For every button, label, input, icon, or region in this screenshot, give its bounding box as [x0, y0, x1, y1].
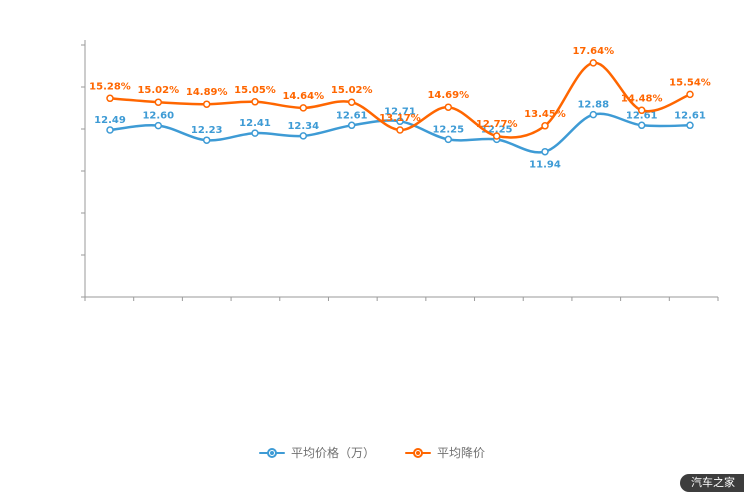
legend-label: 平均价格（万）	[290, 446, 375, 460]
data-point[interactable]	[154, 121, 163, 130]
legend-item-average-price[interactable]: 平均价格（万）	[258, 444, 375, 461]
autohome-watermark: 汽车之家	[680, 474, 744, 492]
data-label: 15.28%	[89, 81, 131, 92]
data-label: 15.02%	[331, 85, 373, 96]
data-point[interactable]	[396, 117, 404, 126]
data-point[interactable]	[299, 104, 308, 112]
line-circle-marker-icon	[258, 447, 285, 458]
data-label: 13.17%	[379, 113, 421, 124]
data-point[interactable]	[589, 110, 598, 119]
line-circle-marker-icon	[405, 447, 431, 458]
data-label: 12.60	[142, 111, 174, 122]
data-label: 12.25	[432, 124, 464, 135]
data-label: 12.61	[626, 110, 658, 121]
data-point[interactable]	[347, 121, 356, 130]
data-label: 15.54%	[669, 77, 711, 88]
watermark-text: 汽车之家	[691, 476, 735, 489]
data-point[interactable]	[347, 98, 356, 106]
data-point[interactable]	[444, 135, 453, 144]
data-point[interactable]	[686, 121, 694, 130]
data-label: 17.64%	[572, 46, 614, 57]
data-label: 12.49	[94, 115, 126, 126]
data-point[interactable]	[251, 98, 259, 106]
data-label: 12.23	[191, 125, 223, 136]
data-label: 12.71	[384, 106, 416, 117]
data-label: 12.61	[674, 110, 706, 121]
data-label: 14.89%	[186, 87, 228, 98]
data-point[interactable]	[202, 136, 211, 144]
data-point[interactable]	[541, 147, 549, 156]
data-point[interactable]	[106, 94, 114, 103]
data-label: 15.02%	[137, 85, 179, 96]
data-point[interactable]	[492, 132, 501, 140]
data-point[interactable]	[299, 132, 308, 140]
data-label: 11.94	[529, 160, 561, 171]
data-point[interactable]	[541, 122, 549, 130]
data-point[interactable]	[251, 129, 259, 137]
data-point[interactable]	[637, 121, 646, 130]
data-label: 15.05%	[234, 85, 276, 96]
data-point[interactable]	[106, 126, 114, 134]
legend-label: 平均降价	[437, 446, 486, 460]
data-label: 12.41	[239, 118, 271, 129]
data-point[interactable]	[686, 90, 694, 99]
data-point[interactable]	[637, 106, 646, 115]
data-label: 12.88	[577, 100, 609, 111]
data-label: 12.34	[287, 121, 319, 132]
data-label: 14.69%	[427, 90, 469, 101]
data-point[interactable]	[444, 103, 453, 111]
data-point[interactable]	[396, 126, 404, 134]
data-label: 13.45%	[524, 109, 566, 120]
data-point[interactable]	[589, 59, 598, 67]
data-label: 14.64%	[282, 91, 324, 102]
price-trend-chart: 12.49 12.60 12.23 12.41 12.34 12.61 12.71 12.25…	[81, 40, 719, 301]
data-point[interactable]	[202, 100, 211, 108]
legend-item-average-discount[interactable]: 平均降价	[405, 444, 485, 461]
data-label: 12.61	[336, 110, 368, 121]
data-label: 14.48%	[621, 93, 663, 104]
data-point[interactable]	[154, 98, 163, 106]
data-label: 12.77%	[476, 119, 518, 130]
data-label: 12.25	[481, 124, 513, 135]
chart-legend: 平均价格（万） 平均降价	[0, 444, 744, 461]
